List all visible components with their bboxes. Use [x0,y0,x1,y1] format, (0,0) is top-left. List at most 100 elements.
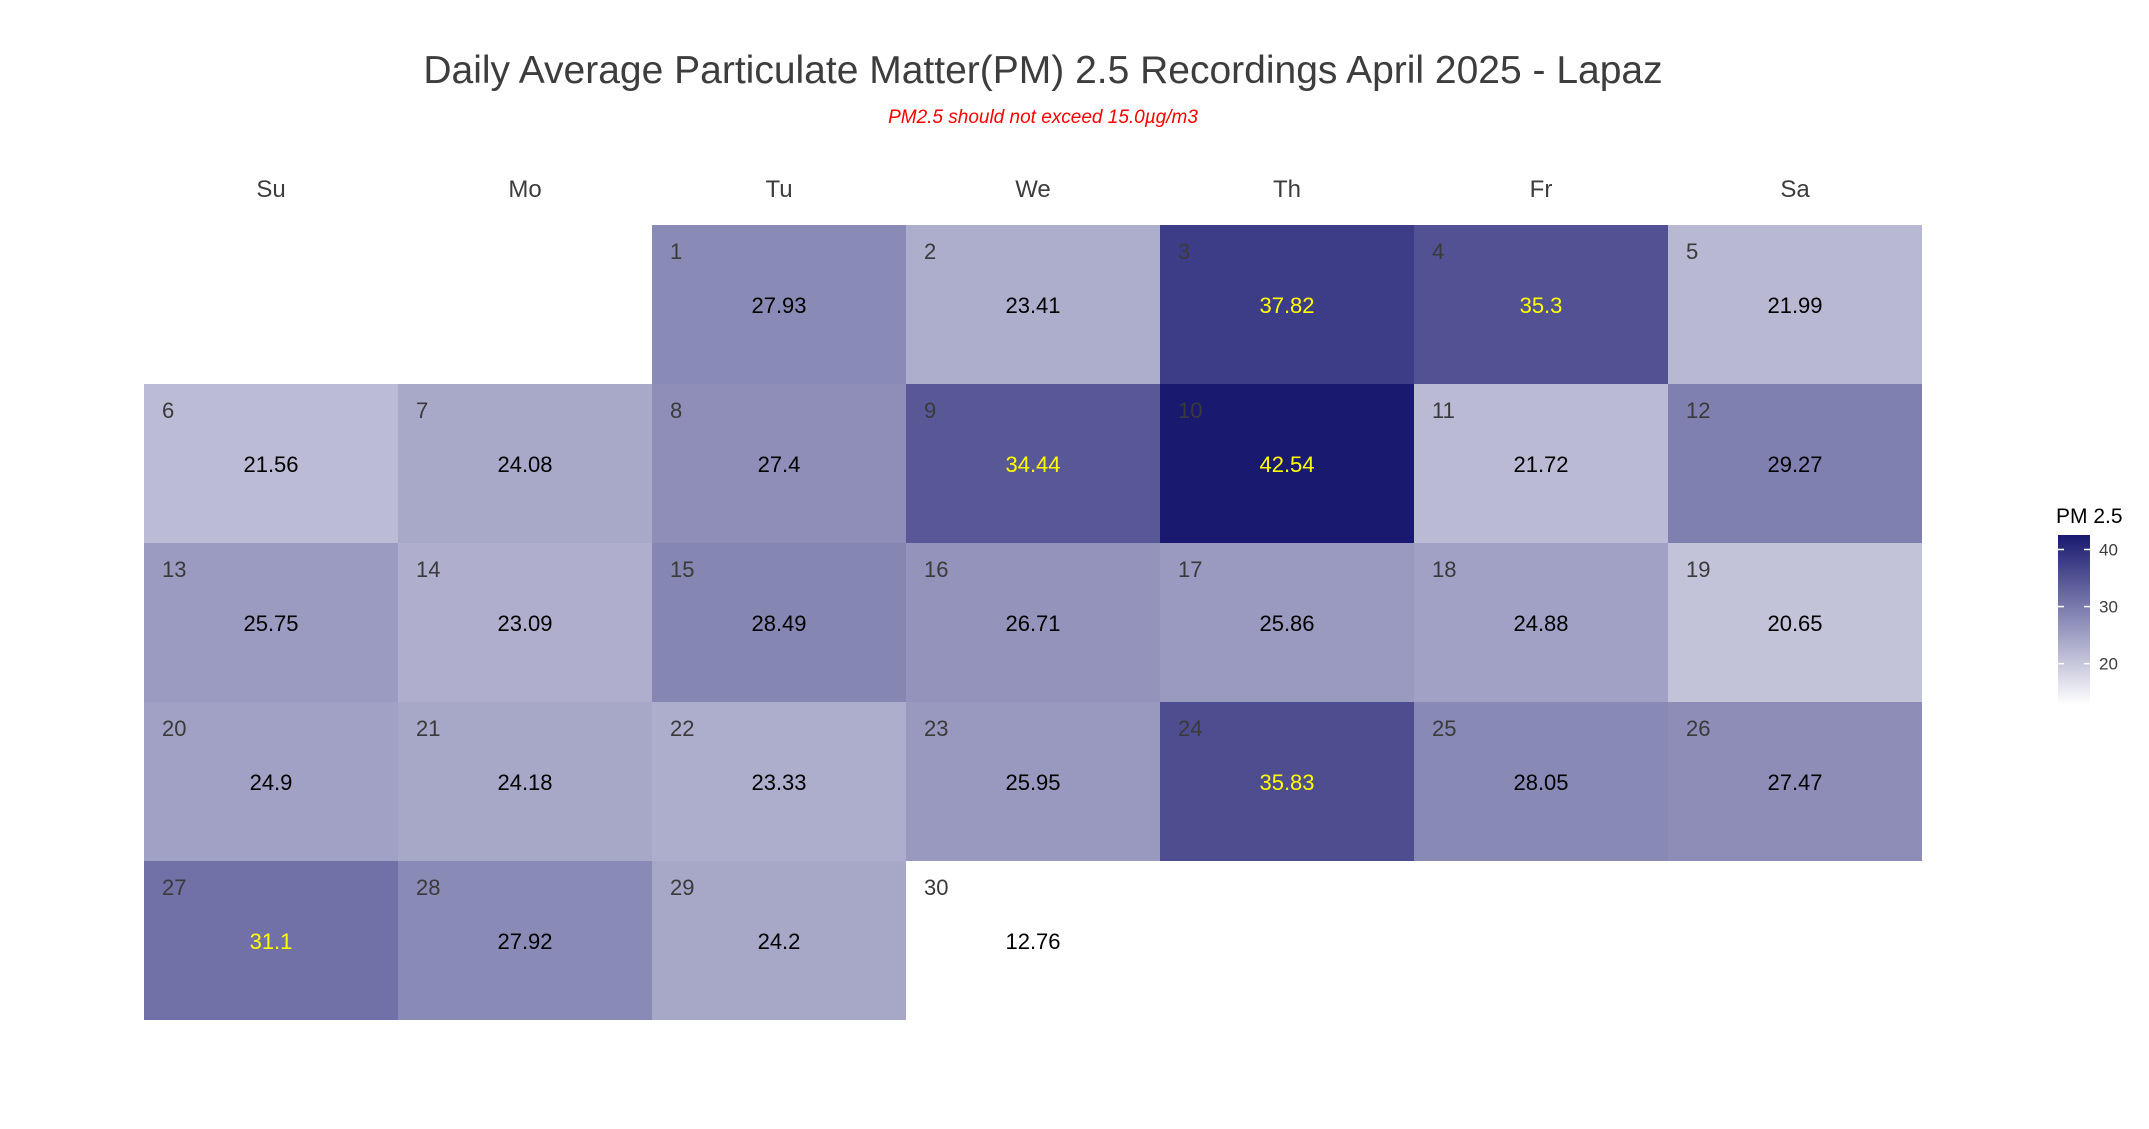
calendar-cell-day-1: 127.93 [652,225,906,384]
calendar-cell-fill [1160,384,1414,543]
pm25-value-label: 24.08 [497,452,552,477]
calendar-cell-day-11: 11 21.72 [1414,384,1668,543]
pm25-value-label: 20.65 [1767,611,1822,636]
day-number-label: 14 [416,557,440,582]
legend-tick-label: 30 [2099,598,2118,617]
calendar-cell-day-18: 18 24.88 [1414,543,1668,702]
calendar-cell-fill [1668,225,1922,384]
day-number-label: 15 [670,557,694,582]
calendar-cell-fill [144,543,398,702]
pm25-value-label: 29.27 [1767,452,1822,477]
calendar-cell-fill [1668,702,1922,861]
chart-subtitle: PM2.5 should not exceed 15.0µg/m3 [888,107,1198,128]
chart-title: Daily Average Particulate Matter(PM) 2.5… [423,49,1662,92]
pm25-value-label: 23.41 [1005,293,1060,318]
calendar-cell-fill [144,861,398,1020]
day-number-label: 27 [162,875,186,900]
calendar-cell-fill [906,861,1160,1020]
pm25-value-label: 21.56 [243,452,298,477]
weekday-label-tu: Tu [765,176,792,203]
pm25-value-label: 37.82 [1259,293,1314,318]
pm25-value-label: 27.47 [1767,770,1822,795]
calendar-cell-fill [1160,225,1414,384]
calendar-cell-fill [652,225,906,384]
day-number-label: 21 [416,716,440,741]
day-number-label: 20 [162,716,186,741]
calendar-cell-fill [906,384,1160,543]
pm25-value-label: 34.44 [1005,452,1060,477]
calendar-cell-day-20: 20 24.9 [144,702,398,861]
day-number-label: 8 [670,398,682,423]
day-number-label: 18 [1432,557,1456,582]
pm25-value-label: 24.18 [497,770,552,795]
pm25-value-label: 28.49 [751,611,806,636]
day-number-label: 19 [1686,557,1710,582]
calendar-cell-fill [398,384,652,543]
day-number-label: 12 [1686,398,1710,423]
calendar-cell-day-21: 21 24.18 [398,702,652,861]
pm25-value-label: 25.75 [243,611,298,636]
calendar-grid: 127.93223.41337.82435.3521.99621.56724.0… [144,225,1922,1020]
day-number-label: 29 [670,875,694,900]
calendar-cell-fill [1414,225,1668,384]
calendar-cell-day-15: 15 28.49 [652,543,906,702]
day-number-label: 5 [1686,239,1698,264]
pm25-value-label: 27.92 [497,929,552,954]
calendar-cell-fill [906,225,1160,384]
calendar-cell-day-19: 19 20.65 [1668,543,1922,702]
calendar-cell-day-22: 22 23.33 [652,702,906,861]
day-number-label: 28 [416,875,440,900]
pm25-value-label: 12.76 [1005,929,1060,954]
pm25-value-label: 21.99 [1767,293,1822,318]
pm25-value-label: 27.93 [751,293,806,318]
pm25-value-label: 24.88 [1513,611,1568,636]
colorbar-legend: PM 2.5 20 30 40 [2056,505,2123,705]
pm25-value-label: 27.4 [758,452,801,477]
legend-ticks: 20 30 40 [2058,540,2118,674]
pm25-value-label: 24.2 [758,929,801,954]
day-number-label: 25 [1432,716,1456,741]
day-number-label: 10 [1178,398,1202,423]
pm25-value-label: 25.86 [1259,611,1314,636]
calendar-cell-fill [398,543,652,702]
weekday-label-su: Su [256,176,285,203]
pm25-value-label: 28.05 [1513,770,1568,795]
day-number-label: 13 [162,557,186,582]
pm25-value-label: 26.71 [1005,611,1060,636]
pm25-value-label: 21.72 [1513,452,1568,477]
calendar-cell-day-23: 23 25.95 [906,702,1160,861]
day-number-label: 17 [1178,557,1202,582]
calendar-cell-day-10: 10 42.54 [1160,384,1414,543]
calendar-cell-day-17: 17 25.86 [1160,543,1414,702]
calendar-cell-fill [144,702,398,861]
day-number-label: 11 [1432,398,1455,423]
calendar-cell-day-26: 26 27.47 [1668,702,1922,861]
day-number-label: 1 [670,239,682,264]
calendar-cell-day-16: 16 26.71 [906,543,1160,702]
day-number-label: 9 [924,398,936,423]
day-number-label: 6 [162,398,174,423]
calendar-cell-day-3: 337.82 [1160,225,1414,384]
weekday-label-fr: Fr [1530,176,1553,203]
pm25-value-label: 24.9 [250,770,293,795]
calendar-cell-day-29: 29 24.2 [652,861,906,1020]
day-number-label: 23 [924,716,948,741]
calendar-cell-fill [906,702,1160,861]
calendar-cell-day-7: 724.08 [398,384,652,543]
calendar-cell-fill [906,543,1160,702]
calendar-cell-fill [1160,702,1414,861]
calendar-cell-day-9: 934.44 [906,384,1160,543]
pm25-value-label: 25.95 [1005,770,1060,795]
day-number-label: 4 [1432,239,1444,264]
day-number-label: 22 [670,716,694,741]
day-number-label: 2 [924,239,936,264]
calendar-cell-day-12: 12 29.27 [1668,384,1922,543]
calendar-cell-day-25: 25 28.05 [1414,702,1668,861]
calendar-cell-day-5: 521.99 [1668,225,1922,384]
day-number-label: 24 [1178,716,1202,741]
calendar-cell-day-28: 28 27.92 [398,861,652,1020]
day-number-label: 3 [1178,239,1190,264]
calendar-cell-day-8: 827.4 [652,384,906,543]
calendar-cell-fill [1160,543,1414,702]
